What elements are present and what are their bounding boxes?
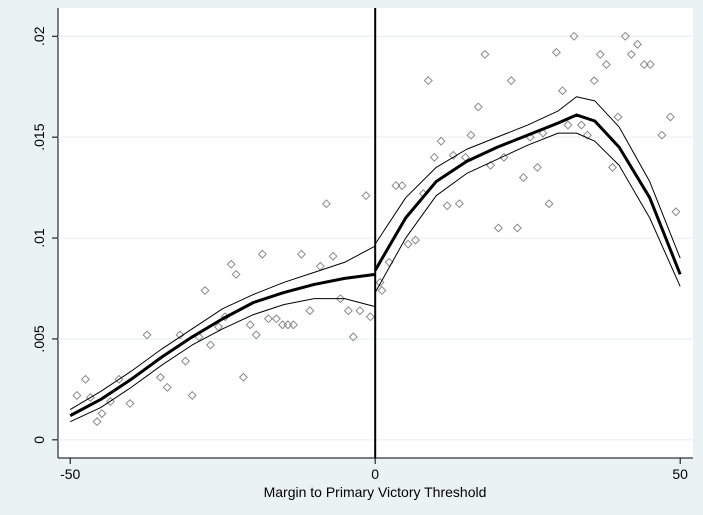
scatter-point xyxy=(355,306,365,316)
scatter-point xyxy=(397,181,407,191)
scatter-point xyxy=(377,286,387,296)
scatter-point xyxy=(384,257,394,267)
scatter-point xyxy=(532,162,542,172)
scatter-point xyxy=(142,330,152,340)
scatter-point xyxy=(601,59,611,70)
x-tick-label: 50 xyxy=(672,466,688,482)
scatter-point xyxy=(626,49,636,59)
scatter-point xyxy=(557,86,567,96)
scatter-point xyxy=(607,162,617,172)
scatter-point xyxy=(391,181,401,191)
scatter-point xyxy=(162,382,172,392)
scatter-point xyxy=(613,112,623,122)
scatter-point xyxy=(512,223,522,233)
scatter-point xyxy=(348,332,358,342)
scatter-point xyxy=(251,330,261,340)
scatter-point xyxy=(187,390,197,400)
scatter-point xyxy=(72,390,82,400)
scatter-point xyxy=(582,130,592,140)
fit-line xyxy=(69,298,376,423)
scatter-point xyxy=(551,47,561,57)
y-tick-label: .005 xyxy=(31,325,47,352)
scatter-point xyxy=(506,76,516,86)
x-axis-label: Margin to Primary Victory Threshold xyxy=(264,484,487,500)
scatter-point xyxy=(361,191,371,201)
scatter-point xyxy=(263,314,273,324)
scatter-point xyxy=(80,374,90,384)
fit-line xyxy=(69,272,376,417)
scatter-point xyxy=(589,76,599,86)
scatter-point xyxy=(375,277,385,287)
scatter-point xyxy=(125,399,135,409)
scatter-point xyxy=(245,320,255,330)
fit-line xyxy=(373,113,682,275)
scatter-point xyxy=(335,294,345,304)
scatter-point xyxy=(403,239,413,249)
scatter-point xyxy=(321,199,331,209)
scatter-point xyxy=(155,372,165,382)
scatter-point xyxy=(671,207,681,217)
scatter-point xyxy=(288,320,298,330)
scatter-point xyxy=(595,49,605,59)
scatter-point xyxy=(271,314,281,324)
scatter-point xyxy=(473,102,483,112)
scatter-point xyxy=(343,306,353,316)
scatter-point xyxy=(429,152,439,162)
scatter-point xyxy=(365,312,375,322)
scatter-point xyxy=(226,259,236,269)
scatter-point xyxy=(238,372,248,382)
scatter-point xyxy=(563,120,573,130)
scatter-point xyxy=(423,76,433,86)
y-tick-label: 0 xyxy=(31,436,47,444)
scatter-point xyxy=(436,136,446,146)
scatter-point xyxy=(493,223,503,233)
scatter-point xyxy=(205,340,216,350)
scatter-point xyxy=(442,201,452,211)
scatter-point xyxy=(105,396,115,407)
fit-line xyxy=(69,245,376,410)
scatter-point xyxy=(657,130,667,140)
scatter-point xyxy=(454,199,464,209)
scatter-point xyxy=(538,128,548,138)
scatter-point xyxy=(620,31,630,41)
scatter-point xyxy=(92,417,102,427)
scatter-point xyxy=(180,356,190,366)
scatter-point xyxy=(466,130,476,140)
scatter-point xyxy=(480,49,490,59)
scatter-point xyxy=(499,152,509,162)
scatter-point xyxy=(97,409,107,419)
scatter-point xyxy=(632,39,642,49)
scatter-point xyxy=(518,172,528,183)
y-tick-label: .01 xyxy=(31,228,47,248)
scatter-point xyxy=(305,306,315,316)
x-tick-label: -50 xyxy=(60,466,80,482)
scatter-point xyxy=(645,59,655,70)
y-tick-label: .015 xyxy=(31,123,47,150)
scatter-point xyxy=(200,286,210,296)
fit-line xyxy=(374,132,681,293)
x-tick-label: 0 xyxy=(371,466,379,482)
scatter-point xyxy=(410,235,420,245)
scatter-point xyxy=(569,31,579,41)
y-tick-label: .02 xyxy=(31,26,47,46)
fit-line xyxy=(374,96,681,259)
scatter-point xyxy=(448,150,458,160)
scatter-point xyxy=(544,199,554,209)
scatter-point xyxy=(328,251,338,261)
scatter-point xyxy=(175,330,185,340)
scatter-point xyxy=(231,269,241,279)
scatter-point xyxy=(639,59,649,70)
scatter-point xyxy=(257,249,267,259)
scatter-point xyxy=(665,112,675,122)
scatter-point xyxy=(296,249,306,259)
scatter-point xyxy=(576,120,586,130)
